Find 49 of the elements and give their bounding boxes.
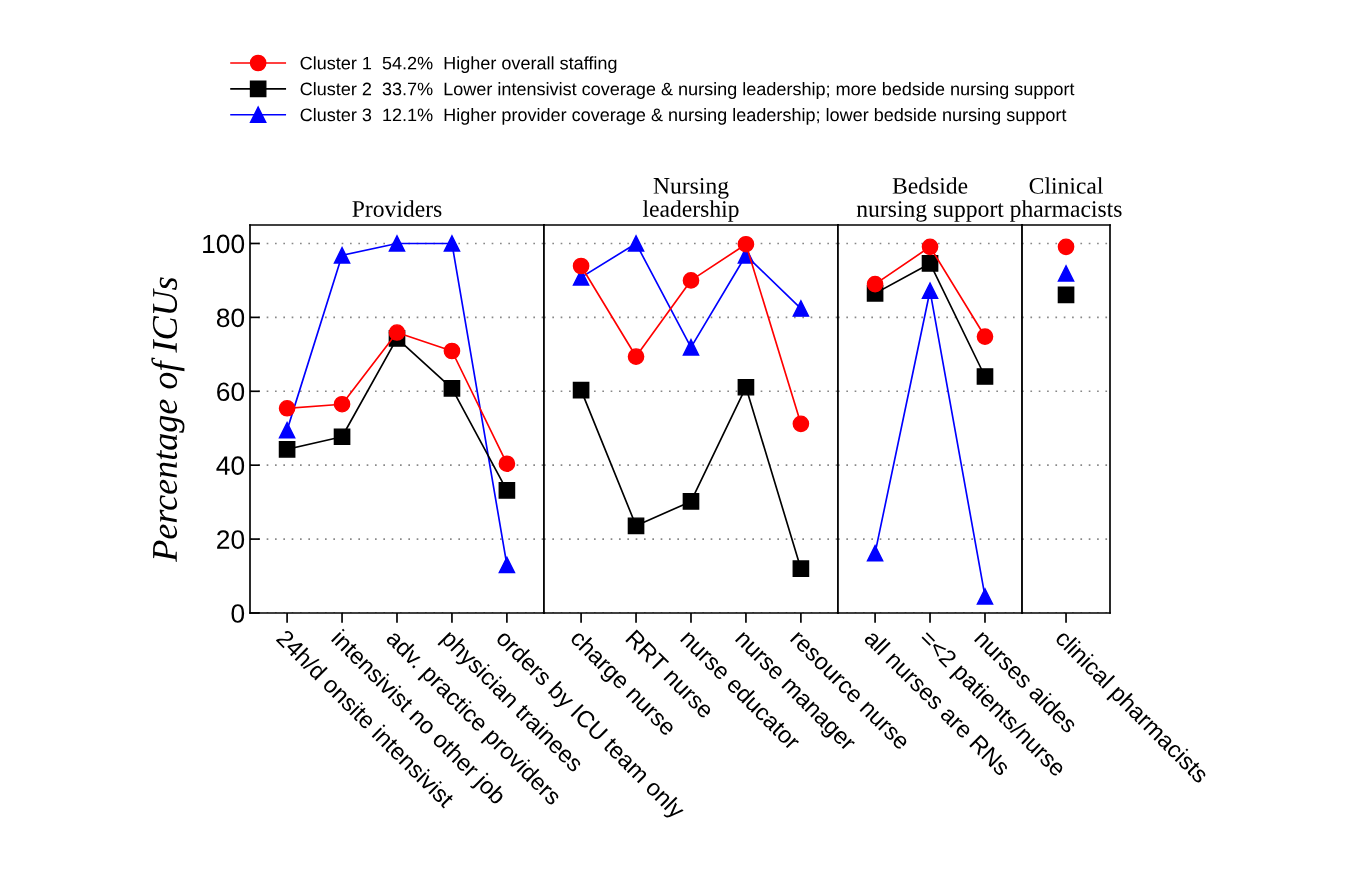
chart-title: Providers [352,200,442,217]
point [333,246,351,264]
y-tick-label: 40 [216,456,245,476]
point [388,235,406,252]
point [792,560,810,577]
y-tick-label: 20 [217,530,245,549]
point [792,415,810,433]
point [627,517,645,535]
point [278,399,296,417]
point [976,588,994,605]
point [866,544,884,562]
point [333,428,351,446]
point [443,379,461,397]
point [976,328,994,345]
point [682,493,700,510]
point [921,238,939,256]
point [976,368,994,385]
legend-label: Cluster 2 33.7% Lower intensivist coverage & nursing leadership; more bedside nursing support [300,82,1075,99]
point [921,282,939,300]
chart-title: Clinical pharmacists [1010,177,1122,222]
point [498,455,516,473]
point [682,272,700,289]
y-tick-label: 100 [203,234,245,254]
point [443,342,461,360]
chart-title: Bedside nursing support [856,177,1004,222]
chart-title: Nursing leadership [642,177,739,222]
point [866,275,884,293]
y-axis-title: Percentage of ICUs [151,277,185,562]
legend-label: Cluster 1 54.2% Higher overall staffing [300,56,617,74]
point [627,348,645,365]
point [278,421,296,439]
point [443,235,461,252]
legend-label: Cluster 3 12.1% Higher provider coverage & nursing leadership; lower bedside nursing support [300,107,1067,125]
point [737,235,755,253]
point [572,381,590,399]
point [498,556,516,574]
point [921,255,939,272]
point [278,440,296,458]
point [737,378,755,396]
point [333,395,351,413]
y-tick-label: 60 [217,382,245,402]
y-tick-label: 80 [216,308,245,328]
point [498,481,516,499]
point [682,338,700,356]
point [388,324,406,341]
point [792,300,810,317]
y-tick-label: 0 [231,604,245,623]
point [627,235,645,252]
point [572,257,590,275]
